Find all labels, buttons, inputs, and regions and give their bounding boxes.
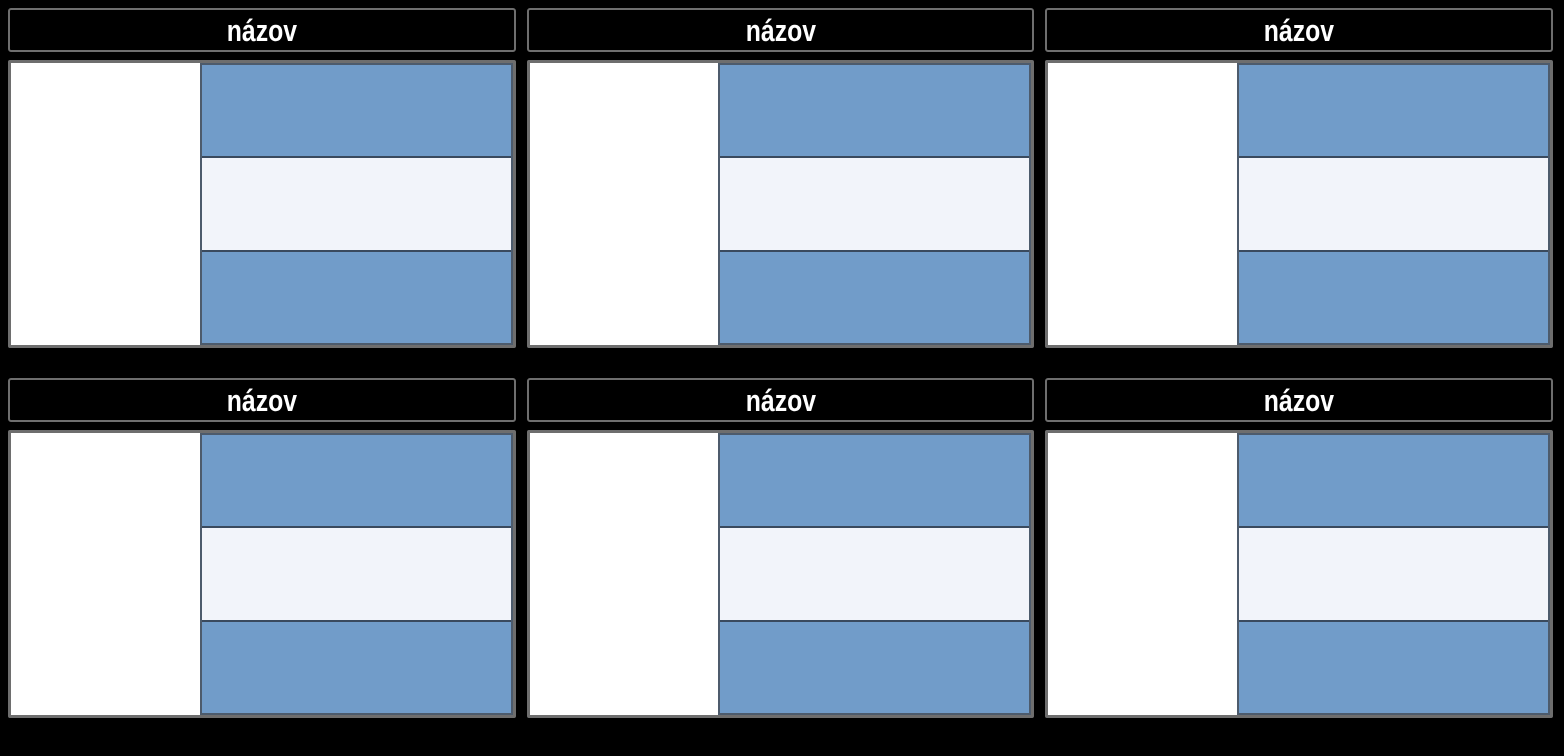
- flag-stripe-middle: [201, 156, 511, 250]
- flag-stripe-top: [201, 65, 511, 157]
- card-title: názov: [745, 12, 816, 48]
- card-title-bar[interactable]: názov: [526, 378, 1035, 422]
- flag-stripe-bottom: [720, 619, 1030, 713]
- card-title-bar[interactable]: názov: [8, 378, 516, 422]
- description-cell[interactable]: [1048, 433, 1237, 715]
- card-body[interactable]: [1045, 430, 1553, 718]
- storyboard-card: názov: [8, 378, 516, 718]
- flag-stripe-bottom: [1238, 249, 1548, 343]
- flag-stripe-middle: [1238, 526, 1548, 620]
- card-body[interactable]: [1045, 60, 1553, 348]
- blue-white-blue-flag-image[interactable]: [718, 63, 1032, 345]
- card-title: názov: [226, 12, 297, 48]
- flag-stripe-top: [201, 435, 511, 527]
- description-cell[interactable]: [529, 433, 719, 715]
- flag-stripe-bottom: [720, 249, 1030, 343]
- blue-white-blue-flag-image[interactable]: [718, 433, 1032, 715]
- card-title: názov: [1264, 382, 1335, 418]
- card-title-bar[interactable]: názov: [1045, 8, 1553, 52]
- flag-stripe-bottom: [201, 619, 511, 713]
- card-body[interactable]: [8, 430, 516, 718]
- blue-white-blue-flag-image[interactable]: [1236, 63, 1550, 345]
- card-title: názov: [226, 382, 297, 418]
- description-cell[interactable]: [529, 63, 719, 345]
- card-title: názov: [1264, 12, 1335, 48]
- flag-stripe-top: [1238, 435, 1548, 527]
- description-cell[interactable]: [11, 433, 200, 715]
- card-body[interactable]: [526, 60, 1035, 348]
- flag-stripe-middle: [1238, 156, 1548, 250]
- blue-white-blue-flag-image[interactable]: [199, 63, 513, 345]
- flag-stripe-middle: [720, 156, 1030, 250]
- card-title: názov: [745, 382, 816, 418]
- storyboard-card: názov: [526, 8, 1035, 348]
- flag-stripe-top: [1238, 65, 1548, 157]
- blue-white-blue-flag-image[interactable]: [1236, 433, 1550, 715]
- flag-stripe-top: [720, 435, 1030, 527]
- storyboard-card: názov: [526, 378, 1035, 718]
- description-cell[interactable]: [11, 63, 200, 345]
- storyboard-card: názov: [1045, 8, 1553, 348]
- storyboard-card: názov: [8, 8, 516, 348]
- flag-stripe-top: [720, 65, 1030, 157]
- flag-stripe-middle: [201, 526, 511, 620]
- description-cell[interactable]: [1048, 63, 1237, 345]
- card-body[interactable]: [8, 60, 516, 348]
- flag-stripe-bottom: [201, 249, 511, 343]
- card-title-bar[interactable]: názov: [526, 8, 1035, 52]
- blue-white-blue-flag-image[interactable]: [199, 433, 513, 715]
- card-title-bar[interactable]: názov: [8, 8, 516, 52]
- flag-stripe-bottom: [1238, 619, 1548, 713]
- card-title-bar[interactable]: názov: [1045, 378, 1553, 422]
- card-body[interactable]: [526, 430, 1035, 718]
- flag-stripe-middle: [720, 526, 1030, 620]
- storyboard-card: názov: [1045, 378, 1553, 718]
